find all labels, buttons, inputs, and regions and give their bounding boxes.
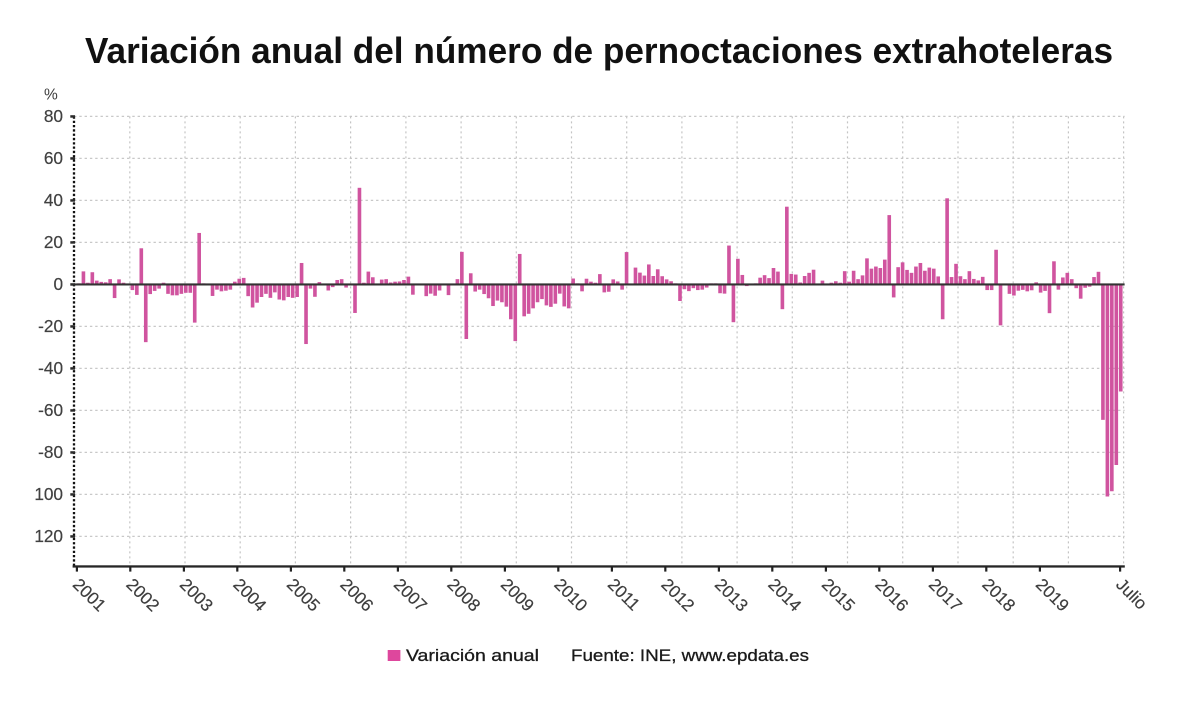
svg-text:80: 80 bbox=[44, 106, 63, 126]
svg-text:%: % bbox=[44, 87, 58, 104]
svg-text:40: 40 bbox=[44, 190, 63, 210]
svg-text:100: 100 bbox=[34, 484, 63, 504]
svg-text:60: 60 bbox=[44, 148, 63, 168]
svg-text:Fuente: INE, www.epdata.es: Fuente: INE, www.epdata.es bbox=[571, 646, 809, 665]
svg-text:0: 0 bbox=[53, 274, 63, 294]
svg-text:-40: -40 bbox=[38, 358, 63, 378]
svg-text:-20: -20 bbox=[38, 316, 63, 336]
svg-text:120: 120 bbox=[34, 526, 63, 546]
svg-text:Variación anual del número de: Variación anual del número de pernoctaci… bbox=[85, 30, 1113, 71]
svg-text:-80: -80 bbox=[38, 442, 63, 462]
svg-text:-60: -60 bbox=[38, 400, 63, 420]
svg-text:Variación anual: Variación anual bbox=[406, 646, 539, 665]
svg-text:20: 20 bbox=[44, 232, 63, 252]
